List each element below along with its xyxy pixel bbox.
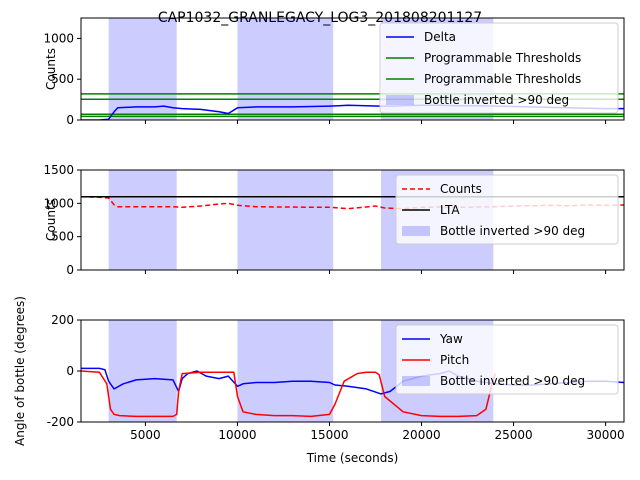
legend-label: LTA [440,203,460,217]
shaded-region-1 [109,320,177,422]
y-tick-label: 0 [66,263,74,277]
legend-label: Yaw [439,332,463,346]
legend-patch [386,95,414,105]
legend-label: Bottle inverted >90 deg [440,224,585,238]
legend-label: Delta [424,30,456,44]
y-tick-label: 0 [66,364,74,378]
y-tick-label: -200 [47,415,74,429]
legend-label: Bottle inverted >90 deg [440,374,585,388]
y-tick-label: 1000 [43,31,74,45]
x-tick-label: 10000 [218,428,256,442]
y-tick-label: 200 [51,313,74,327]
x-tick-label: 5000 [130,428,161,442]
legend-label: Programmable Thresholds [424,72,581,86]
shaded-region-1 [109,18,177,120]
legend-patch [402,226,430,236]
x-tick-label: 15000 [310,428,348,442]
legend-label: Counts [440,182,482,196]
x-tick-label: 30000 [586,428,624,442]
legend-label: Bottle inverted >90 deg [424,93,569,107]
legend-label: Programmable Thresholds [424,51,581,65]
shaded-region-2 [237,170,333,270]
y-tick-label: 1500 [43,163,74,177]
x-axis-label: Time (seconds) [306,451,399,465]
shaded-region-1 [109,170,177,270]
y-tick-label: 0 [66,113,74,127]
x-tick-label: 20000 [402,428,440,442]
legend-patch [402,376,430,386]
y-axis-label: Angle of bottle (degrees) [13,296,27,446]
panel-3: -200 0 200 5000 10000 15000 20000 25000 30000 Ang… [13,296,625,465]
shaded-region-2 [237,320,333,422]
legend-label: Pitch [440,353,469,367]
y-axis-label: Counts [44,48,58,90]
y-axis-label: Counts [44,199,58,241]
shaded-region-2 [237,18,333,120]
x-tick-label: 25000 [494,428,532,442]
